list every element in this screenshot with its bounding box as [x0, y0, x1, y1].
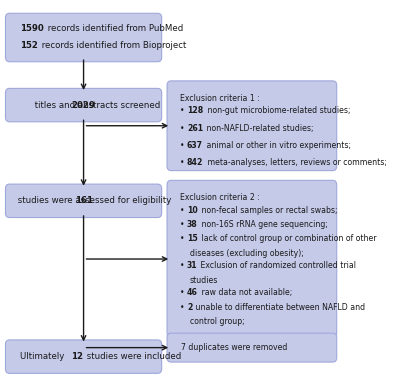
Text: •: • — [180, 158, 184, 167]
FancyBboxPatch shape — [167, 180, 337, 338]
Text: meta-analyses, letters, reviews or comments;: meta-analyses, letters, reviews or comme… — [205, 158, 386, 167]
Text: •: • — [180, 261, 184, 271]
Text: Ultimately: Ultimately — [20, 352, 67, 361]
Text: 1590: 1590 — [20, 24, 43, 34]
Text: records identified from Bioproject: records identified from Bioproject — [39, 40, 186, 50]
Text: 7 duplicates were removed: 7 duplicates were removed — [181, 343, 288, 352]
Text: diseases (excluding obesity);: diseases (excluding obesity); — [190, 249, 303, 258]
FancyBboxPatch shape — [167, 81, 337, 171]
Text: titles and abstracts screened: titles and abstracts screened — [32, 101, 161, 110]
Text: studies: studies — [190, 276, 218, 285]
Text: Exclusion of randomized controlled trial: Exclusion of randomized controlled trial — [198, 261, 356, 271]
FancyBboxPatch shape — [167, 333, 337, 362]
Text: Exclusion criteria 2 :: Exclusion criteria 2 : — [180, 193, 259, 202]
Text: control group;: control group; — [190, 317, 244, 326]
Text: 46: 46 — [187, 288, 198, 298]
Text: 161: 161 — [74, 196, 92, 205]
Text: •: • — [180, 206, 184, 215]
Text: 842: 842 — [187, 158, 203, 167]
Text: 2029: 2029 — [72, 101, 96, 110]
Text: studies were included: studies were included — [84, 352, 181, 361]
Text: •: • — [180, 106, 184, 115]
Text: 10: 10 — [187, 206, 198, 215]
Text: •: • — [180, 288, 184, 298]
Text: non-NAFLD-related studies;: non-NAFLD-related studies; — [204, 124, 314, 133]
Text: non-fecal samples or rectal swabs;: non-fecal samples or rectal swabs; — [198, 206, 337, 215]
Text: 12: 12 — [71, 352, 83, 361]
FancyBboxPatch shape — [6, 184, 162, 218]
FancyBboxPatch shape — [6, 340, 162, 373]
Text: 128: 128 — [187, 106, 203, 115]
FancyBboxPatch shape — [6, 13, 162, 62]
Text: 31: 31 — [187, 261, 198, 271]
Text: Exclusion criteria 1 :: Exclusion criteria 1 : — [180, 94, 259, 102]
Text: •: • — [180, 220, 184, 229]
Text: •: • — [180, 234, 184, 243]
Text: •: • — [180, 303, 184, 312]
Text: raw data not available;: raw data not available; — [199, 288, 292, 298]
Text: 261: 261 — [187, 124, 203, 133]
Text: lack of control group or combination of other: lack of control group or combination of … — [198, 234, 376, 243]
Text: •: • — [180, 141, 184, 150]
Text: 38: 38 — [187, 220, 198, 229]
FancyBboxPatch shape — [6, 88, 162, 122]
Text: 637: 637 — [187, 141, 203, 150]
Text: records identified from PubMed: records identified from PubMed — [45, 24, 184, 34]
Text: non-gut microbiome-related studies;: non-gut microbiome-related studies; — [204, 106, 350, 115]
Text: 2: 2 — [187, 303, 192, 312]
Text: 15: 15 — [187, 234, 198, 243]
Text: studies were assessed for eligibility: studies were assessed for eligibility — [15, 196, 172, 205]
Text: unable to differentiate between NAFLD and: unable to differentiate between NAFLD an… — [193, 303, 365, 312]
Text: non-16S rRNA gene sequencing;: non-16S rRNA gene sequencing; — [198, 220, 328, 229]
Text: •: • — [180, 124, 184, 133]
Text: animal or other in vitro experiments;: animal or other in vitro experiments; — [204, 141, 351, 150]
Text: 152: 152 — [20, 40, 38, 50]
